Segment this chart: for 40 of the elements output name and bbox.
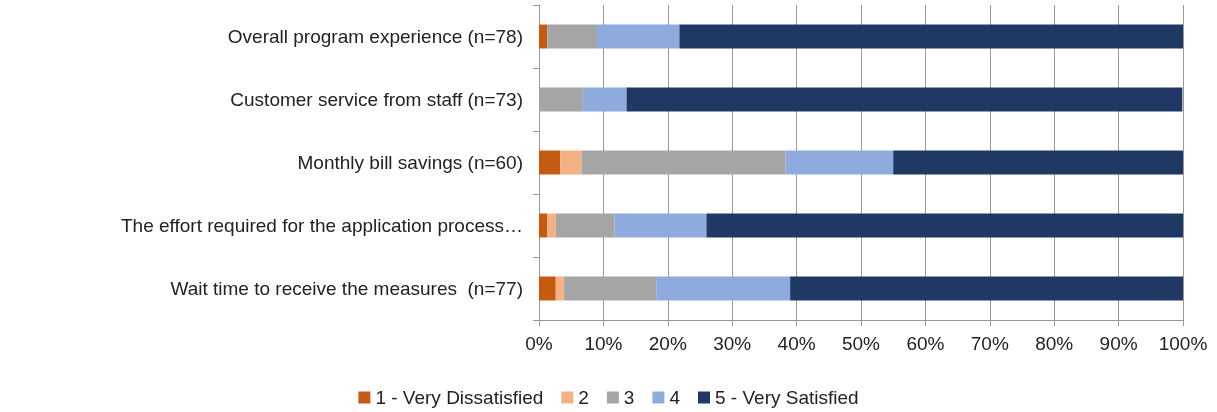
x-tick-label: 70% <box>970 333 1009 354</box>
x-tick-label: 60% <box>906 333 945 354</box>
y-tick-label: The effort required for the application process… <box>120 215 523 236</box>
x-tick-label: 40% <box>777 333 816 354</box>
legend-label: 3 <box>623 387 635 408</box>
legend-label: 2 <box>578 387 589 408</box>
x-tick-label: 20% <box>648 333 687 354</box>
bar <box>790 276 1183 301</box>
bar <box>539 24 548 49</box>
bar <box>539 87 583 112</box>
x-tick-label: 100% <box>1158 333 1208 354</box>
bar <box>547 24 597 49</box>
bar <box>596 24 680 49</box>
x-tick-label: 0% <box>525 333 553 354</box>
bar <box>539 213 548 238</box>
bar <box>547 213 556 238</box>
x-tick-label: 10% <box>584 333 623 354</box>
y-tick-label: Overall program experience (n=78) <box>227 26 523 47</box>
bar <box>582 87 627 112</box>
x-tick-label: 30% <box>713 333 752 354</box>
bar <box>614 213 707 238</box>
x-tick-label: 80% <box>1035 333 1074 354</box>
y-tick-label: Wait time to receive the measures (n=77) <box>170 278 523 299</box>
bar <box>706 213 1183 238</box>
y-tick-label: Customer service from staff (n=73) <box>230 89 523 110</box>
bar <box>555 276 565 301</box>
bar <box>679 24 1183 49</box>
legend-label: 4 <box>669 387 681 408</box>
bar <box>560 150 582 175</box>
x-tick-label: 50% <box>841 333 881 354</box>
legend-label: 5 - Very Satisfied <box>714 387 859 408</box>
bar <box>626 87 1183 112</box>
x-tick-label: 90% <box>1099 333 1138 354</box>
bar <box>539 150 561 175</box>
bar <box>656 276 791 301</box>
bar <box>893 150 1183 175</box>
bar <box>785 150 894 175</box>
y-tick-label: Monthly bill savings (n=60) <box>297 152 523 173</box>
legend-label: 1 - Very Dissatisfied <box>375 387 544 408</box>
bar <box>539 276 556 301</box>
